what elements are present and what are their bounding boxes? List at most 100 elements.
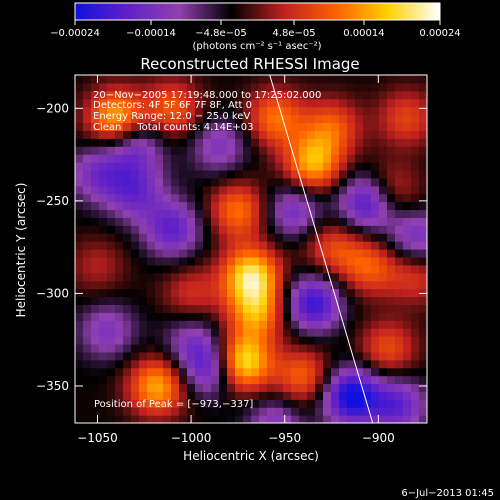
heatmap-cell bbox=[75, 114, 84, 124]
heatmap-cell bbox=[347, 154, 356, 163]
heatmap-cell bbox=[131, 201, 140, 211]
heatmap-cell bbox=[331, 106, 340, 116]
heatmap-cell bbox=[203, 90, 212, 100]
heatmap-cell bbox=[75, 138, 84, 147]
heatmap-cell bbox=[355, 75, 364, 84]
heatmap-cell bbox=[83, 336, 92, 345]
heatmap-cell bbox=[251, 82, 260, 92]
heatmap-cell bbox=[283, 98, 292, 108]
heatmap-cell bbox=[379, 130, 388, 139]
heatmap-cell bbox=[379, 312, 388, 321]
heatmap-cell bbox=[203, 304, 212, 313]
heatmap-cell bbox=[251, 146, 260, 155]
heatmap-cell bbox=[227, 106, 236, 116]
heatmap-cell bbox=[395, 367, 404, 377]
heatmap-cell bbox=[123, 90, 132, 100]
heatmap-cell bbox=[411, 256, 420, 266]
heatmap-cell bbox=[323, 256, 332, 266]
heatmap-cell bbox=[203, 312, 212, 321]
heatmap-cell bbox=[371, 75, 380, 84]
heatmap-cell bbox=[99, 225, 108, 234]
heatmap-cell bbox=[411, 162, 420, 171]
heatmap-cell bbox=[187, 241, 196, 250]
heatmap-cell bbox=[171, 82, 180, 92]
heatmap-cell bbox=[283, 375, 292, 385]
heatmap-cell bbox=[251, 201, 260, 211]
heatmap-cell bbox=[163, 351, 172, 361]
heatmap-cell bbox=[347, 162, 356, 171]
heatmap-cell bbox=[163, 114, 172, 124]
heatmap-cell bbox=[363, 233, 372, 242]
heatmap-cell bbox=[251, 98, 260, 108]
heatmap-cell bbox=[75, 249, 84, 258]
heatmap-cell bbox=[219, 272, 228, 282]
heatmap-cell bbox=[347, 256, 356, 266]
heatmap-cell bbox=[147, 130, 156, 139]
heatmap-cell bbox=[171, 114, 180, 124]
heatmap-cell bbox=[179, 367, 188, 377]
heatmap-cell bbox=[235, 169, 244, 179]
heatmap-cell bbox=[83, 407, 92, 416]
heatmap-cell bbox=[75, 82, 84, 92]
heatmap-cell bbox=[179, 90, 188, 100]
heatmap-cell bbox=[283, 169, 292, 179]
heatmap-cell bbox=[243, 122, 252, 131]
heatmap-cell bbox=[323, 82, 332, 92]
heatmap-cell bbox=[219, 90, 228, 100]
heatmap-cell bbox=[403, 241, 412, 250]
heatmap-cell bbox=[395, 304, 404, 313]
heatmap-cell bbox=[379, 336, 388, 345]
heatmap-cell bbox=[355, 399, 364, 408]
heatmap-cell bbox=[283, 304, 292, 313]
heatmap-cell bbox=[291, 264, 300, 274]
heatmap-cell bbox=[331, 343, 340, 353]
heatmap-cell bbox=[219, 320, 228, 329]
heatmap-cell bbox=[131, 415, 140, 423]
heatmap-cell bbox=[371, 98, 380, 108]
heatmap-cell bbox=[363, 351, 372, 361]
heatmap-cell bbox=[187, 312, 196, 321]
heatmap-cell bbox=[411, 233, 420, 242]
heatmap-cell bbox=[203, 98, 212, 108]
heatmap-cell bbox=[411, 114, 420, 124]
heatmap-cell bbox=[347, 169, 356, 179]
heatmap-cell bbox=[363, 217, 372, 226]
heatmap-cell bbox=[235, 312, 244, 321]
heatmap-cell bbox=[363, 138, 372, 147]
heatmap-cell bbox=[139, 114, 148, 124]
heatmap-cell bbox=[275, 217, 284, 226]
heatmap-cell bbox=[395, 249, 404, 258]
heatmap-cell bbox=[299, 122, 308, 131]
heatmap-cell bbox=[299, 225, 308, 234]
heatmap-cell bbox=[307, 162, 316, 171]
heatmap-cell bbox=[299, 383, 308, 392]
heatmap-cell bbox=[195, 391, 204, 400]
heatmap-cell bbox=[339, 399, 348, 408]
heatmap-cell bbox=[83, 241, 92, 250]
heatmap-cell bbox=[195, 146, 204, 155]
heatmap-cell bbox=[363, 225, 372, 234]
heatmap-cell bbox=[355, 343, 364, 353]
heatmap-cell bbox=[243, 114, 252, 124]
heatmap-cell bbox=[347, 359, 356, 369]
heatmap-cell bbox=[379, 407, 388, 416]
heatmap-cell bbox=[83, 201, 92, 211]
heatmap-cell bbox=[371, 415, 380, 423]
plot-frame bbox=[74, 74, 428, 424]
heatmap-cell bbox=[115, 264, 124, 274]
heatmap-cell bbox=[363, 312, 372, 321]
heatmap-cell bbox=[171, 154, 180, 163]
heatmap-cell bbox=[195, 264, 204, 274]
heatmap-cell bbox=[371, 217, 380, 226]
heatmap-cell bbox=[387, 169, 396, 179]
heatmap-cell bbox=[395, 185, 404, 195]
heatmap-cell bbox=[171, 304, 180, 313]
heatmap-cell bbox=[323, 154, 332, 163]
heatmap-cell bbox=[267, 415, 276, 423]
heatmap-cell bbox=[75, 343, 84, 353]
heatmap-cell bbox=[155, 154, 164, 163]
heatmap-cell bbox=[251, 304, 260, 313]
heatmap-cell bbox=[371, 249, 380, 258]
heatmap-cell bbox=[123, 154, 132, 163]
heatmap-cell bbox=[355, 138, 364, 147]
